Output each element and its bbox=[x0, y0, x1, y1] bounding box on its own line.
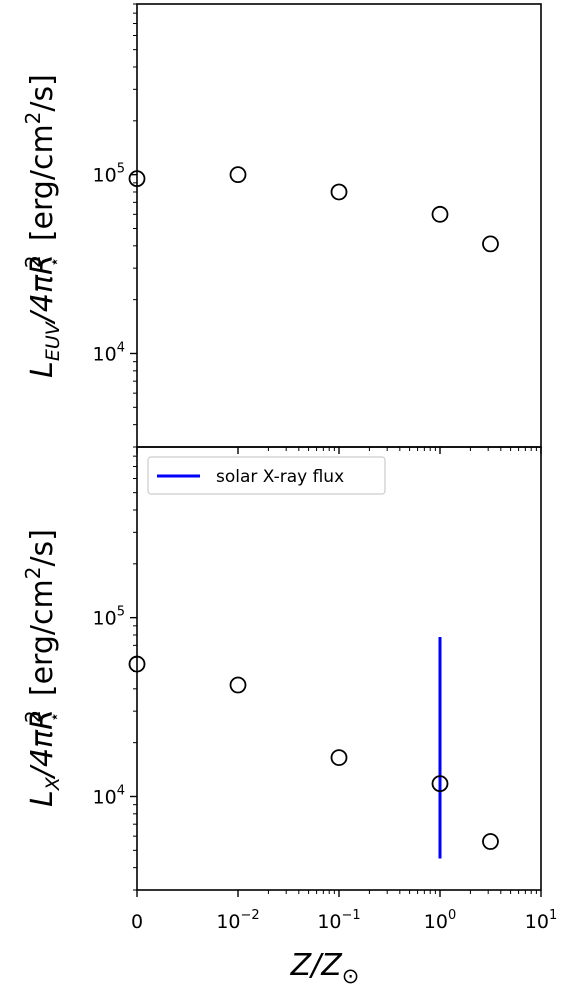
data-point bbox=[128, 170, 146, 188]
xlabel: Z/Z⊙ bbox=[290, 948, 360, 988]
series-euv bbox=[128, 166, 499, 253]
panel-euv: 104 105 LEUV/4πR2⋆ [erg/cm2/s] bbox=[21, 3, 542, 454]
legend: solar X-ray flux bbox=[147, 456, 386, 495]
data-point bbox=[128, 655, 146, 673]
data-point bbox=[330, 749, 348, 766]
x-tick-label: 10−2 bbox=[216, 908, 259, 933]
series-xray bbox=[128, 655, 499, 850]
data-point bbox=[431, 205, 449, 223]
plot-frame-xray bbox=[136, 446, 542, 891]
x-tick-label: 100 bbox=[424, 908, 456, 933]
y-tick-label: 105 bbox=[93, 162, 125, 187]
x-tick-label: 0 bbox=[131, 911, 143, 933]
data-point bbox=[330, 183, 348, 201]
x-tick-label: 101 bbox=[525, 908, 557, 933]
y-tick-label: 104 bbox=[93, 340, 125, 365]
plot-frame-euv bbox=[136, 3, 542, 448]
data-point bbox=[482, 235, 499, 253]
ylabel-xray: LX/4πR2⋆ [erg/cm2/s] bbox=[21, 529, 65, 807]
ylabel-euv: LEUV/4πR2⋆ [erg/cm2/s] bbox=[21, 74, 65, 378]
legend-box bbox=[147, 456, 386, 495]
legend-label: solar X-ray flux bbox=[216, 467, 344, 487]
data-point bbox=[229, 676, 247, 694]
x-ticks-euv bbox=[136, 447, 542, 454]
x-tick-label: 10−1 bbox=[317, 908, 360, 933]
data-point bbox=[229, 166, 247, 184]
data-point bbox=[431, 775, 449, 793]
y-ticks-xray: 104 105 bbox=[93, 446, 137, 891]
x-ticks-xray: 0 10−2 10−1 100 101 bbox=[131, 890, 557, 933]
data-point bbox=[482, 833, 499, 850]
y-tick-label: 104 bbox=[93, 783, 125, 808]
y-tick-label: 105 bbox=[93, 605, 125, 630]
y-ticks-euv: 104 105 bbox=[93, 3, 137, 448]
